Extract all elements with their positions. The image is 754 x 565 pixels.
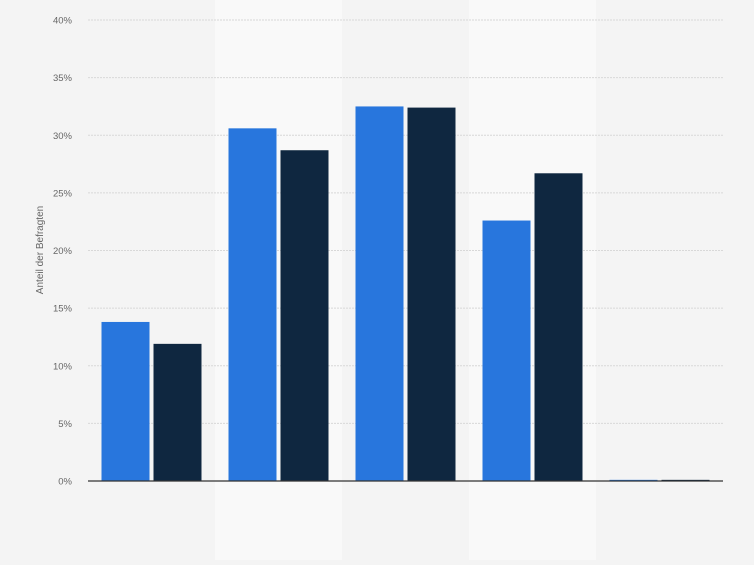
bar-series-1[interactable] — [101, 321, 150, 481]
bar-series-1[interactable] — [228, 128, 277, 481]
y-tick-label: 20% — [53, 246, 73, 257]
bar-series-1[interactable] — [355, 106, 404, 481]
y-tick-label: 10% — [53, 361, 73, 372]
bar-series-2[interactable] — [407, 107, 456, 481]
y-tick-label: 5% — [58, 419, 72, 430]
bar-series-2[interactable] — [280, 150, 329, 482]
y-tick-label: 30% — [53, 131, 73, 142]
bar-series-2[interactable] — [534, 173, 583, 481]
y-tick-label: 25% — [53, 188, 73, 199]
y-tick-label: 40% — [53, 16, 73, 27]
bar-series-1[interactable] — [482, 220, 531, 481]
y-axis-label: Anteil der Befragten — [35, 206, 46, 294]
bar-series-2[interactable] — [153, 343, 202, 481]
y-tick-label: 0% — [58, 477, 72, 488]
y-tick-label: 35% — [53, 73, 73, 84]
y-tick-label: 15% — [53, 304, 73, 315]
